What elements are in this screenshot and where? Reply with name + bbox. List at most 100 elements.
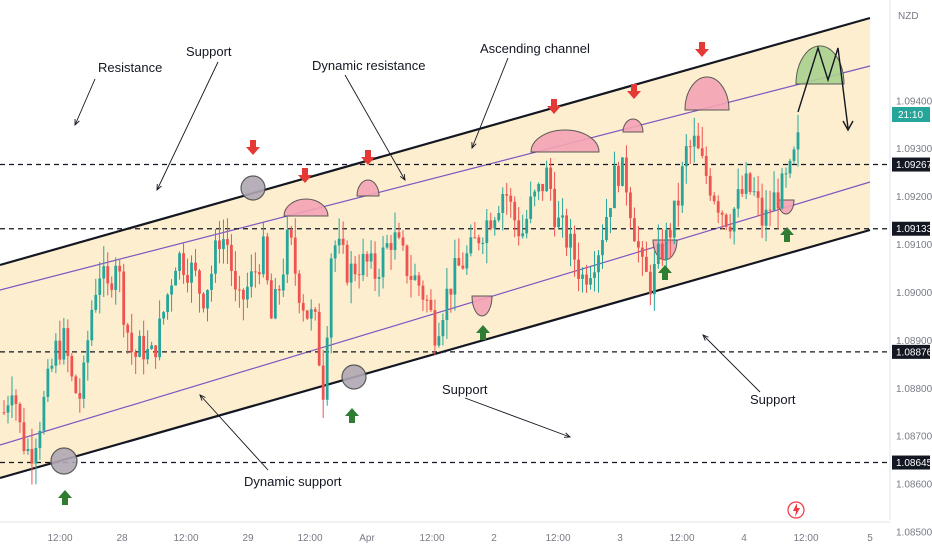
candle-20 (82, 362, 86, 399)
candle-79 (317, 311, 321, 366)
down-arrow-5 (695, 42, 709, 57)
current-price-box (892, 107, 930, 122)
candle-160 (640, 247, 644, 257)
candle-53 (214, 240, 217, 274)
candle-162 (648, 271, 652, 295)
candle-44 (178, 253, 181, 271)
candle-122 (489, 220, 493, 229)
candle-95 (381, 247, 385, 278)
candle-6 (26, 448, 30, 452)
candle-114 (457, 258, 461, 266)
up-arrow-4 (780, 227, 794, 242)
candle-21 (86, 340, 90, 363)
candle-37 (150, 345, 154, 350)
candle-31 (126, 324, 130, 333)
candle-69 (277, 289, 281, 291)
candle-96 (385, 243, 389, 248)
pointer-head-0 (74, 118, 80, 127)
candle-107 (429, 299, 433, 311)
candle-170 (680, 166, 684, 206)
time-axis[interactable] (0, 522, 890, 550)
candle-36 (146, 349, 150, 360)
candle-105 (421, 285, 425, 300)
candle-75 (301, 302, 305, 311)
pointer-head-6 (199, 394, 206, 401)
candle-131 (525, 218, 529, 234)
candle-192 (768, 209, 772, 211)
candle-147 (589, 278, 592, 285)
candle-167 (668, 229, 672, 238)
candle-70 (281, 274, 285, 291)
candle-27 (110, 283, 114, 290)
candle-32 (130, 332, 134, 353)
candle-128 (513, 201, 517, 221)
candle-127 (509, 195, 513, 202)
up-arrow-1 (345, 408, 359, 423)
candle-54 (218, 240, 221, 250)
candle-74 (297, 273, 301, 303)
candle-42 (170, 285, 173, 295)
candle-164 (656, 243, 660, 264)
time-tick-12: 12:00 (793, 533, 818, 544)
countdown-label: 21:10 (898, 110, 923, 121)
candle-80 (321, 365, 325, 400)
level-tag-box-0 (892, 157, 930, 172)
up-arrow-0 (58, 490, 72, 505)
price-tick-4: 1.09000 (896, 288, 932, 299)
candle-108 (433, 310, 437, 346)
time-tick-8: 12:00 (545, 533, 570, 544)
candle-34 (138, 335, 142, 357)
candle-62 (249, 271, 253, 287)
candle-43 (174, 270, 177, 286)
pointer-line-0 (74, 78, 96, 126)
time-ticks: 12:00 28 12:00 29 12:00 Apr 12:00 2 12:00 3 12:00 4… (47, 533, 873, 544)
down-arrow-2 (361, 150, 375, 165)
touch-circle-0 (50, 447, 78, 475)
arrow-layer (58, 42, 794, 505)
projection-arrowhead (842, 120, 854, 132)
candle-150 (601, 239, 604, 256)
level-tag-box-1 (892, 221, 930, 236)
candle-28 (114, 265, 118, 290)
candle-84 (337, 238, 341, 246)
candle-8 (34, 447, 38, 464)
candle-52 (210, 273, 213, 290)
candle-143 (573, 233, 576, 260)
candle-39 (158, 318, 162, 358)
candle-1 (6, 405, 10, 413)
pointer-head-4 (563, 432, 572, 438)
candle-101 (405, 245, 409, 277)
level-tag-2: 1.08876 (896, 347, 932, 358)
time-tick-6: 12:00 (419, 533, 444, 544)
price-tick-3: 1.09100 (896, 240, 932, 251)
candle-188 (752, 191, 756, 193)
level-tag-3: 1.08645 (896, 458, 932, 469)
candle-110 (441, 320, 445, 337)
candle-134 (537, 183, 541, 192)
candle-17 (70, 355, 74, 377)
candle-60 (241, 289, 245, 300)
current-price-tag: 21:10 (892, 107, 930, 122)
candle-142 (569, 233, 572, 248)
pointer-line-5 (702, 334, 761, 393)
candle-67 (269, 280, 273, 319)
pointer-line-2 (344, 74, 406, 181)
candle-140 (561, 215, 564, 218)
candle-178 (712, 195, 716, 202)
time-tick-10: 12:00 (669, 533, 694, 544)
candle-83 (333, 245, 337, 259)
candle-2 (10, 395, 14, 406)
candle-196 (784, 173, 788, 175)
candle-100 (401, 237, 405, 246)
candle-197 (788, 160, 792, 174)
down-arrow-3 (547, 99, 561, 114)
candle-45 (182, 253, 185, 275)
candle-156 (625, 157, 628, 193)
level-tag-1: 1.09133 (896, 224, 932, 235)
candle-11 (46, 368, 50, 397)
lightning-icon[interactable] (787, 501, 805, 519)
candle-33 (134, 352, 138, 357)
touch-circle-1 (240, 175, 266, 201)
marker-layer (50, 45, 845, 475)
currency-label: NZD (898, 11, 919, 22)
